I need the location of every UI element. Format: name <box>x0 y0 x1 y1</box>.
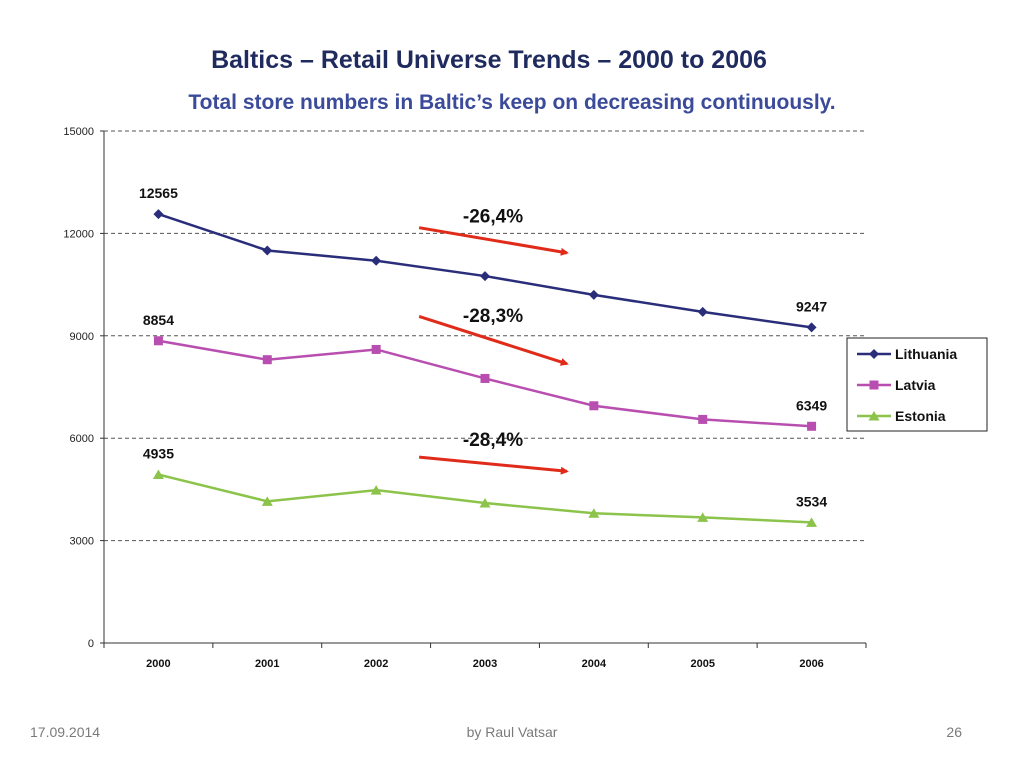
data-point-estonia <box>697 512 709 522</box>
data-point-estonia <box>479 498 491 508</box>
data-point-estonia <box>806 517 818 527</box>
data-point-lithuania <box>153 209 164 220</box>
legend-marker-estonia <box>868 411 880 421</box>
x-tick-label: 2004 <box>582 658 607 670</box>
data-point-lithuania <box>697 306 708 317</box>
data-label: 4935 <box>143 446 174 462</box>
y-tick-label: 12000 <box>63 228 94 240</box>
x-tick-label: 2001 <box>255 658 279 670</box>
data-point-latvia <box>153 336 163 346</box>
trend-arrow <box>418 226 569 256</box>
trend-annotation: -28,4% <box>463 430 523 451</box>
x-tick-label: 2005 <box>690 658 714 670</box>
data-label: 9247 <box>796 298 827 314</box>
footer-page-number: 26 <box>946 724 962 740</box>
footer-date: 17.09.2014 <box>30 724 101 740</box>
data-point-latvia <box>262 355 272 365</box>
data-point-latvia <box>589 401 599 411</box>
trend-arrow <box>418 455 569 475</box>
data-point-latvia <box>698 414 708 424</box>
legend-label-latvia: Latvia <box>895 377 936 393</box>
footer-author: by Raul Vatsar <box>466 724 558 740</box>
legend-marker-latvia <box>869 380 879 390</box>
y-tick-label: 15000 <box>63 126 94 138</box>
data-point-lithuania <box>371 255 382 266</box>
data-label: 8854 <box>143 312 174 328</box>
legend-label-lithuania: Lithuania <box>895 346 957 362</box>
data-point-latvia <box>480 373 490 383</box>
legend-marker-lithuania <box>869 349 879 359</box>
x-tick-label: 2006 <box>799 658 823 670</box>
trend-annotation: -26,4% <box>463 206 523 227</box>
data-point-estonia <box>588 508 600 518</box>
data-point-latvia <box>371 344 381 354</box>
data-point-lithuania <box>588 289 599 300</box>
y-tick-label: 3000 <box>70 536 94 548</box>
trend-annotation: -28,3% <box>463 306 523 327</box>
data-point-lithuania <box>806 322 817 333</box>
data-label: 3534 <box>796 493 827 509</box>
x-tick-label: 2000 <box>146 658 170 670</box>
slide-title: Baltics – Retail Universe Trends – 2000 … <box>211 46 767 74</box>
data-label: 6349 <box>796 397 827 413</box>
trend-arrow <box>418 315 569 366</box>
slide-subtitle: Total store numbers in Baltic’s keep on … <box>188 91 836 114</box>
legend-label-estonia: Estonia <box>895 408 946 424</box>
data-point-lithuania <box>480 271 490 282</box>
data-label: 12565 <box>139 185 178 201</box>
data-point-latvia <box>807 421 817 431</box>
y-tick-label: 0 <box>88 638 94 650</box>
series-line-latvia <box>158 339 812 428</box>
data-point-estonia <box>261 496 273 506</box>
data-point-estonia <box>370 485 382 495</box>
data-point-lithuania <box>262 245 273 256</box>
y-tick-label: 9000 <box>70 331 94 343</box>
data-point-estonia <box>152 469 164 480</box>
x-tick-label: 2002 <box>364 658 388 670</box>
x-tick-label: 2003 <box>473 658 497 670</box>
y-tick-label: 6000 <box>70 433 94 445</box>
